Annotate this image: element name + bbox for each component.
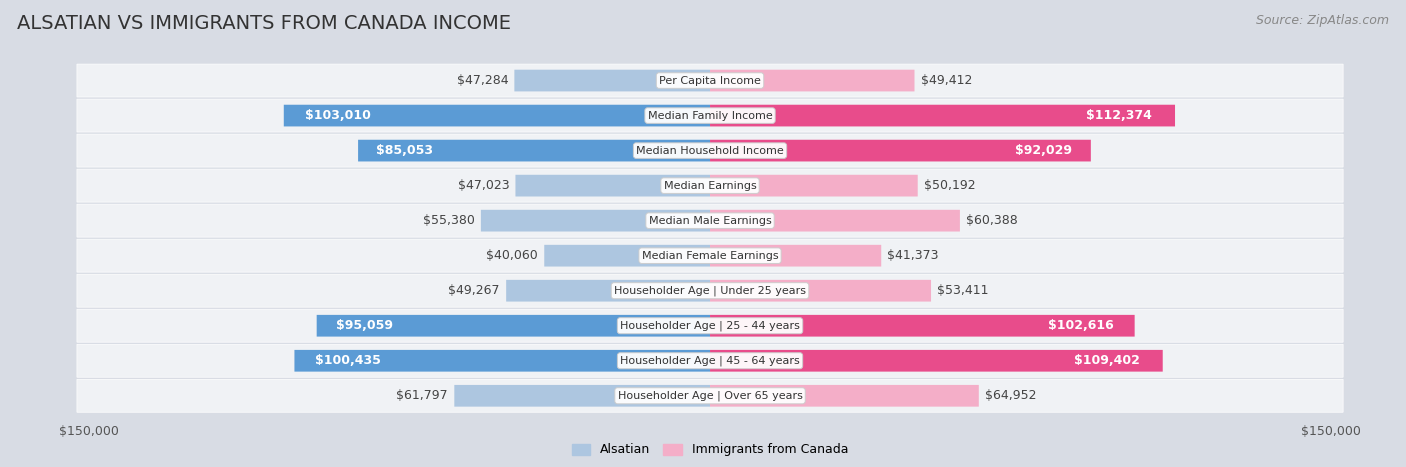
Text: $49,412: $49,412 xyxy=(921,74,972,87)
FancyBboxPatch shape xyxy=(294,350,710,372)
Text: $50,192: $50,192 xyxy=(924,179,976,192)
FancyBboxPatch shape xyxy=(77,309,1343,342)
Text: Householder Age | Under 25 years: Householder Age | Under 25 years xyxy=(614,285,806,296)
Text: Median Family Income: Median Family Income xyxy=(648,111,772,120)
FancyBboxPatch shape xyxy=(710,280,931,302)
FancyBboxPatch shape xyxy=(710,140,1091,162)
FancyBboxPatch shape xyxy=(710,70,914,92)
FancyBboxPatch shape xyxy=(359,140,710,162)
FancyBboxPatch shape xyxy=(516,175,710,197)
FancyBboxPatch shape xyxy=(77,239,1343,272)
Text: $102,616: $102,616 xyxy=(1047,319,1114,332)
Text: Median Female Earnings: Median Female Earnings xyxy=(641,251,779,261)
Text: $53,411: $53,411 xyxy=(938,284,988,297)
FancyBboxPatch shape xyxy=(506,280,710,302)
Text: Median Household Income: Median Household Income xyxy=(636,146,785,156)
FancyBboxPatch shape xyxy=(77,99,1343,132)
Text: $92,029: $92,029 xyxy=(1015,144,1071,157)
FancyBboxPatch shape xyxy=(710,175,918,197)
FancyBboxPatch shape xyxy=(77,379,1343,412)
FancyBboxPatch shape xyxy=(77,134,1343,167)
Text: $64,952: $64,952 xyxy=(986,389,1036,402)
FancyBboxPatch shape xyxy=(710,210,960,232)
Text: $61,797: $61,797 xyxy=(396,389,449,402)
Text: $47,284: $47,284 xyxy=(457,74,508,87)
FancyBboxPatch shape xyxy=(515,70,710,92)
Text: $95,059: $95,059 xyxy=(336,319,394,332)
Text: $100,435: $100,435 xyxy=(315,354,381,367)
Text: $109,402: $109,402 xyxy=(1074,354,1140,367)
FancyBboxPatch shape xyxy=(481,210,710,232)
Text: Per Capita Income: Per Capita Income xyxy=(659,76,761,85)
FancyBboxPatch shape xyxy=(77,274,1343,307)
Text: Median Earnings: Median Earnings xyxy=(664,181,756,191)
Text: ALSATIAN VS IMMIGRANTS FROM CANADA INCOME: ALSATIAN VS IMMIGRANTS FROM CANADA INCOM… xyxy=(17,14,510,33)
Text: $55,380: $55,380 xyxy=(423,214,475,227)
FancyBboxPatch shape xyxy=(710,105,1175,127)
FancyBboxPatch shape xyxy=(77,204,1343,237)
Legend: Alsatian, Immigrants from Canada: Alsatian, Immigrants from Canada xyxy=(567,439,853,461)
Text: Source: ZipAtlas.com: Source: ZipAtlas.com xyxy=(1256,14,1389,27)
FancyBboxPatch shape xyxy=(77,344,1343,377)
FancyBboxPatch shape xyxy=(710,315,1135,337)
Text: $103,010: $103,010 xyxy=(305,109,371,122)
FancyBboxPatch shape xyxy=(710,245,882,267)
FancyBboxPatch shape xyxy=(454,385,710,407)
FancyBboxPatch shape xyxy=(316,315,710,337)
FancyBboxPatch shape xyxy=(77,64,1343,97)
Text: $47,023: $47,023 xyxy=(457,179,509,192)
Text: $112,374: $112,374 xyxy=(1085,109,1152,122)
FancyBboxPatch shape xyxy=(710,385,979,407)
Text: $41,373: $41,373 xyxy=(887,249,939,262)
Text: Householder Age | 45 - 64 years: Householder Age | 45 - 64 years xyxy=(620,355,800,366)
Text: Householder Age | 25 - 44 years: Householder Age | 25 - 44 years xyxy=(620,320,800,331)
FancyBboxPatch shape xyxy=(710,350,1163,372)
Text: Median Male Earnings: Median Male Earnings xyxy=(648,216,772,226)
Text: Householder Age | Over 65 years: Householder Age | Over 65 years xyxy=(617,390,803,401)
FancyBboxPatch shape xyxy=(284,105,710,127)
Text: $60,388: $60,388 xyxy=(966,214,1018,227)
Text: $85,053: $85,053 xyxy=(375,144,433,157)
Text: $49,267: $49,267 xyxy=(449,284,501,297)
FancyBboxPatch shape xyxy=(77,169,1343,202)
FancyBboxPatch shape xyxy=(544,245,710,267)
Text: $40,060: $40,060 xyxy=(486,249,538,262)
